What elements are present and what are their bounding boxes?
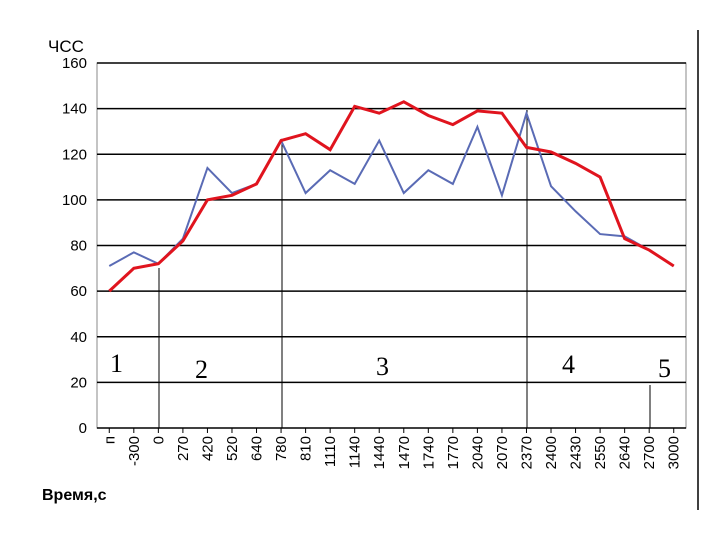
x-tick-label: 2640 (617, 436, 634, 469)
y-tick-label: 120 (62, 146, 87, 163)
x-tick-label: 1470 (396, 436, 413, 469)
y-tick-label: 20 (70, 374, 87, 391)
x-tick-label: 1110 (322, 436, 339, 467)
x-tick-label: 2700 (641, 436, 658, 469)
y-tick-label: 80 (70, 238, 87, 255)
y-tick-label: 40 (70, 329, 87, 346)
zone-label: 4 (562, 350, 575, 379)
y-axis-title: ЧСС (48, 37, 84, 56)
zone-label: 5 (658, 354, 671, 383)
x-tick-label: -300 (126, 436, 143, 466)
y-tick-label: 140 (62, 101, 87, 118)
x-tick-label: 2370 (518, 436, 535, 469)
x-tick-label: 640 (249, 436, 266, 461)
x-tick-label: 0 (150, 436, 167, 444)
x-tick-label: 2070 (494, 436, 511, 469)
zone-label: 2 (195, 355, 208, 384)
series-line (108, 100, 675, 293)
zone-label: 1 (110, 349, 123, 378)
x-tick-label: 780 (273, 436, 290, 461)
x-tick-label: 2040 (469, 436, 486, 469)
x-tick-label: 1140 (347, 436, 364, 468)
zone-label: 3 (376, 352, 389, 381)
y-tick-label: 0 (79, 420, 87, 437)
x-tick-label: п (101, 436, 118, 444)
x-tick-label: 1740 (420, 436, 437, 469)
x-tick-label: 420 (199, 436, 216, 461)
x-axis-title: Время,с (42, 487, 107, 504)
x-tick-label: 2400 (543, 436, 560, 469)
x-tick-label: 270 (175, 436, 192, 461)
x-tick-label: 3000 (666, 436, 683, 469)
x-tick-label: 1770 (445, 436, 462, 469)
y-tick-label: 160 (62, 55, 87, 72)
y-tick-label: 60 (70, 283, 87, 300)
x-tick-label: 810 (298, 436, 315, 461)
series-line (108, 109, 675, 267)
y-tick-label: 100 (62, 192, 87, 209)
x-tick-label: 520 (224, 436, 241, 461)
x-tick-label: 2430 (568, 436, 585, 469)
x-tick-label: 2550 (592, 436, 609, 469)
x-tick-label: 1440 (371, 436, 388, 469)
